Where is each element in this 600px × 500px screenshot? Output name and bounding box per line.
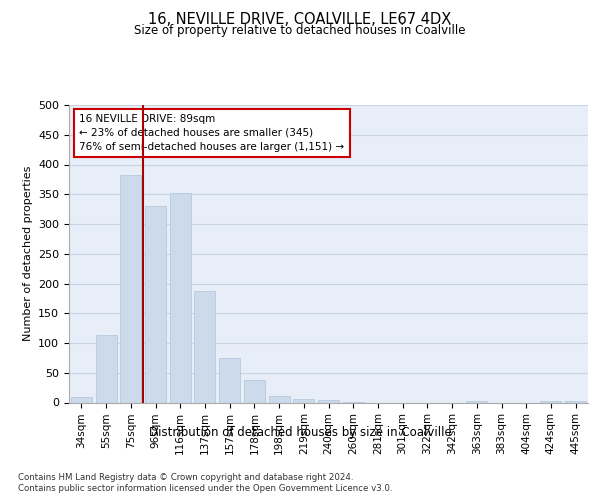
Bar — [170, 193, 191, 402]
Text: Contains public sector information licensed under the Open Government Licence v3: Contains public sector information licen… — [18, 484, 392, 493]
Text: Distribution of detached houses by size in Coalville: Distribution of detached houses by size … — [149, 426, 451, 439]
Text: Contains HM Land Registry data © Crown copyright and database right 2024.: Contains HM Land Registry data © Crown c… — [18, 472, 353, 482]
Bar — [71, 396, 92, 402]
Text: 16 NEVILLE DRIVE: 89sqm
← 23% of detached houses are smaller (345)
76% of semi-d: 16 NEVILLE DRIVE: 89sqm ← 23% of detache… — [79, 114, 344, 152]
Bar — [293, 399, 314, 402]
Bar — [194, 290, 215, 403]
Bar — [120, 174, 141, 402]
Y-axis label: Number of detached properties: Number of detached properties — [23, 166, 32, 342]
Bar — [318, 400, 339, 402]
Bar — [244, 380, 265, 402]
Bar — [269, 396, 290, 402]
Bar — [145, 206, 166, 402]
Text: 16, NEVILLE DRIVE, COALVILLE, LE67 4DX: 16, NEVILLE DRIVE, COALVILLE, LE67 4DX — [148, 12, 452, 28]
Bar — [219, 358, 240, 403]
Text: Size of property relative to detached houses in Coalville: Size of property relative to detached ho… — [134, 24, 466, 37]
Bar — [95, 336, 116, 402]
